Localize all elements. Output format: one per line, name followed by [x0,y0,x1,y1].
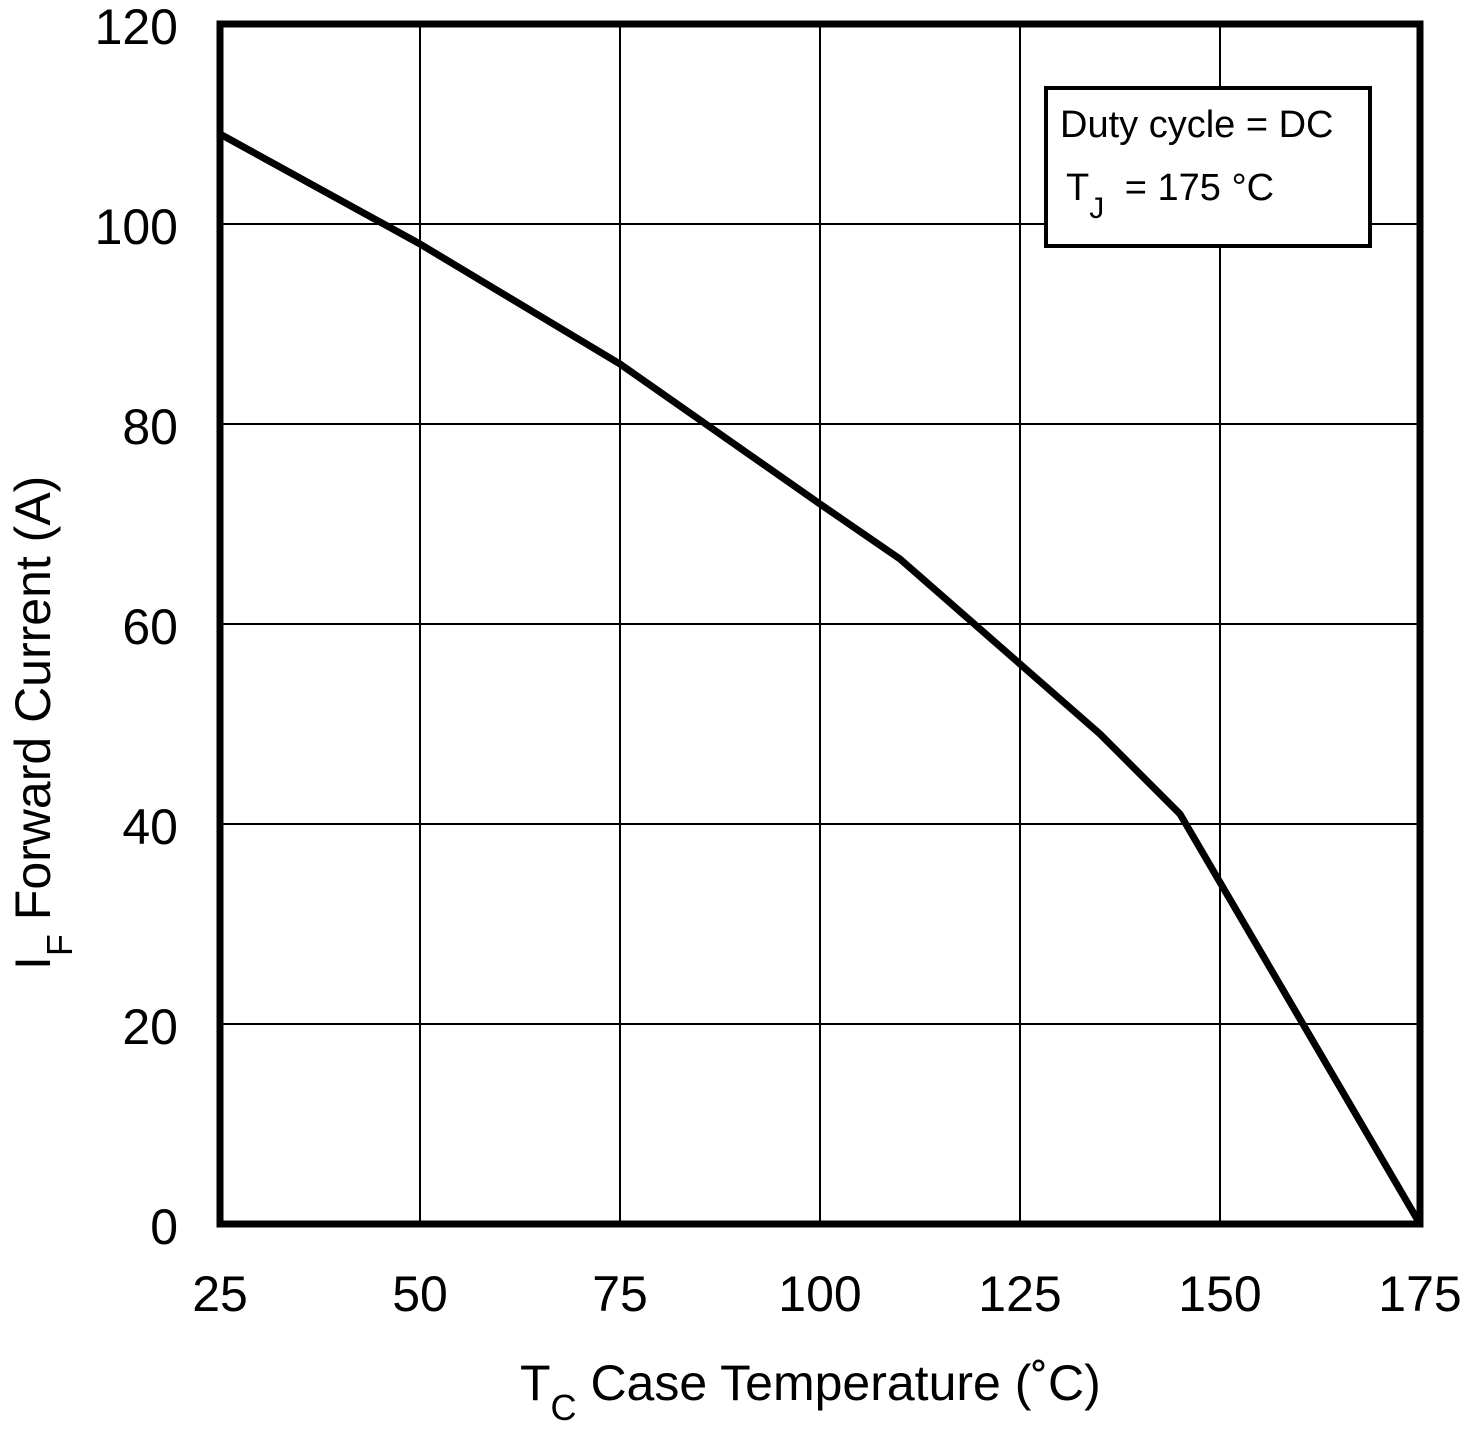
x-tick-label-175: 175 [1378,1266,1461,1322]
x-tick-label-150: 150 [1178,1266,1261,1322]
legend-tj-main: T [1066,167,1089,209]
legend-tj: TJ = 175 °C [1066,167,1274,225]
y-tick-label-60: 60 [122,599,178,655]
y-axis-label-main: I [5,956,61,970]
y-axis-label-sub: F [39,934,80,956]
y-tick-label-100: 100 [95,199,178,255]
x-tick-label-50: 50 [392,1266,448,1322]
legend-box [1044,86,1372,248]
y-tick-label-40: 40 [122,799,178,855]
x-tick-label-125: 125 [978,1266,1061,1322]
y-tick-label-120: 120 [95,0,178,55]
x-axis-label-main: T [520,1355,551,1411]
x-tick-label-25: 25 [192,1266,248,1322]
x-tick-label-75: 75 [592,1266,648,1322]
y-tick-label-0: 0 [150,1199,178,1255]
legend-tj-rest: = 175 °C [1114,167,1274,209]
x-axis-label: TC Case Temperature (˚C) [520,1355,1101,1428]
y-tick-label-20: 20 [122,999,178,1055]
x-axis-label-rest: Case Temperature (˚C) [577,1355,1101,1411]
legend-tj-sub: J [1089,192,1104,225]
y-tick-labels: 0 20 40 60 80 100 120 [95,0,178,1255]
series-group [216,130,1424,1228]
x-tick-labels: 25 50 75 100 125 150 175 [192,1266,1462,1322]
series-line-0 [216,130,1424,1228]
y-tick-label-80: 80 [122,399,178,455]
x-tick-label-100: 100 [778,1266,861,1322]
legend: Duty cycle = DC TJ = 175 °C [1044,86,1372,248]
x-axis-label-sub: C [551,1387,577,1428]
plot-frame [216,20,1424,1228]
y-axis-label-rest: Forward Current (A) [5,476,61,934]
y-axis-label: IF Forward Current (A) [5,476,80,970]
legend-duty-cycle: Duty cycle = DC [1060,104,1333,146]
